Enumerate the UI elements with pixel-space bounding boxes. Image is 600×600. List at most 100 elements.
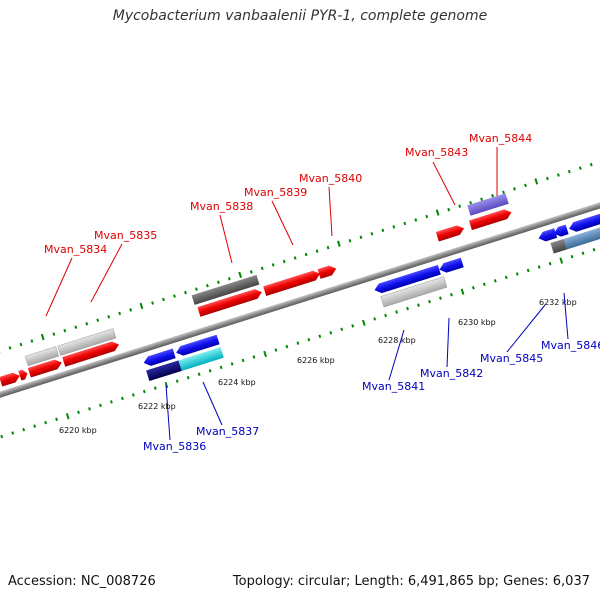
tick-mark [315,249,319,253]
tick-mark [139,302,144,310]
scale-label: 6230 kbp [458,318,496,327]
tick-mark [460,288,465,295]
tick-mark [285,344,289,349]
tick-mark [230,362,234,366]
tick-mark [578,166,582,170]
gene-label-forward: Mvan_5835 [94,229,157,242]
tick-mark [63,328,67,333]
genome-backbone [0,182,600,418]
tick-mark [570,254,574,259]
gene-box [24,346,60,367]
tick-mark [435,209,440,216]
tick-mark [361,319,366,327]
tick-mark [318,334,322,338]
tick-mark [526,268,530,273]
scale-label: 6224 kbp [218,378,256,387]
gene-arrow [538,228,558,242]
tick-mark [458,204,462,208]
tick-mark [482,282,486,287]
tick-mark [175,379,179,383]
tick-mark [8,346,12,350]
tick-mark [384,313,388,318]
reverse-strand-genes [143,208,600,382]
leader-line [219,214,233,264]
tick-mark [348,238,352,243]
tick-mark [548,261,552,266]
tick-mark [129,308,133,312]
gene-arrow [435,225,465,242]
tick-mark [307,337,311,342]
tick-mark [186,375,190,380]
gene-arrow [468,209,512,231]
tick-mark [414,218,418,222]
tick-mark [556,173,560,177]
tick-mark [450,292,453,297]
leader-line [388,329,405,381]
tick-mark [274,348,278,352]
gene-box [550,238,568,254]
tick-mark [340,327,344,332]
tick-mark [33,424,37,428]
gene-box [57,328,117,356]
tick-mark [44,420,48,425]
tick-mark [296,341,300,345]
tick-mark [241,358,245,363]
tick-mark [271,263,275,267]
tick-mark [74,325,78,329]
tick-mark [77,410,80,415]
topology-text: Topology: circular; Length: 6,491,865 bp… [232,574,590,589]
gene-box [380,276,448,308]
scale-label: 6226 kbp [297,356,335,365]
gene-label-reverse: Mvan_5842 [420,367,483,380]
leader-line [446,317,450,368]
gene-label-forward: Mvan_5838 [190,200,253,213]
gene-arrow [0,372,20,387]
tick-mark [592,248,596,252]
tick-mark [395,310,398,314]
tick-mark [524,183,527,188]
tick-mark [370,232,374,236]
tick-mark [417,303,420,307]
tick-mark [581,251,585,255]
tick-mark [55,417,58,421]
tick-mark [337,240,341,247]
tick-mark [184,290,187,295]
tick-mark [589,162,593,167]
tick-mark [425,214,429,219]
tick-mark [559,257,564,264]
scale-label: 6220 kbp [59,426,97,435]
tick-mark [537,265,541,269]
tick-mark [406,306,409,311]
gene-arrow [176,334,220,356]
tick-mark [471,286,475,290]
gene-label-reverse: Mvan_5846 [541,339,600,352]
accession-text: Accession: NC_008726 [8,574,156,589]
tick-mark [252,355,256,359]
leader-line [328,186,333,237]
scale-label: 6222 kbp [138,402,176,411]
tick-mark [0,434,4,439]
tick-mark [392,225,396,229]
tick-mark [326,245,330,250]
tick-mark [40,333,45,341]
scale-label: 6232 kbp [539,298,577,307]
tick-mark [447,207,451,212]
leader-line [563,292,569,340]
tick-row-lower [0,248,596,439]
tick-mark [11,431,15,435]
tick-mark [118,311,122,316]
gene-arrow [439,257,464,273]
tick-mark [546,176,549,181]
tick-mark [304,252,308,257]
tick-mark [52,332,56,336]
tick-mark [491,194,494,198]
genome-strip [0,162,600,439]
tick-mark [480,197,484,201]
tick-mark [206,283,209,288]
tick-mark [282,259,286,264]
tick-mark [439,296,442,300]
tick-mark [513,187,516,191]
tick-mark [85,321,89,326]
tick-mark [173,294,176,298]
